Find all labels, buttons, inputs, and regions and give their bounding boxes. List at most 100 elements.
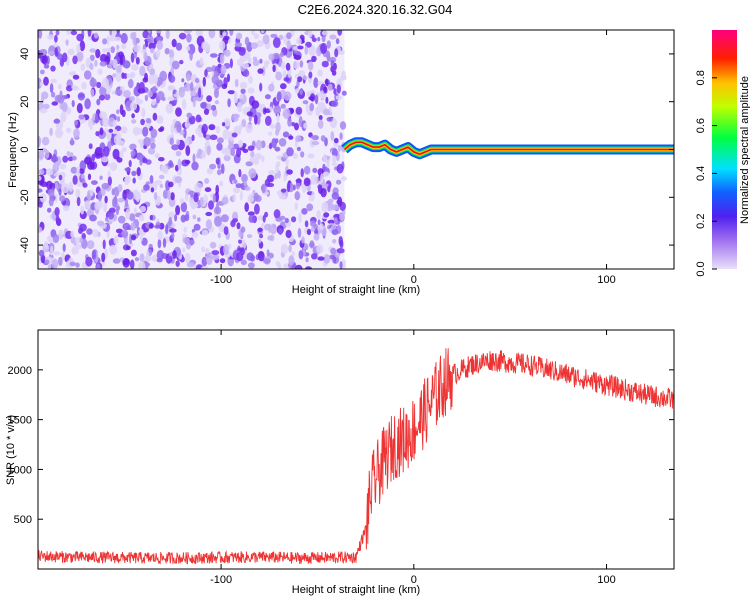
snr-x-tick-label: -100 (210, 574, 232, 586)
noise-blob (38, 30, 43, 39)
noise-blob (136, 127, 143, 135)
noise-blob (171, 60, 180, 70)
noise-blob (265, 115, 272, 126)
noise-blob (269, 106, 273, 112)
noise-blob (128, 78, 134, 89)
noise-blob (310, 174, 318, 185)
noise-blob (305, 266, 312, 269)
noise-blob (51, 101, 59, 106)
noise-blob (175, 205, 181, 216)
noise-blob (245, 161, 253, 167)
noise-blob (259, 58, 263, 64)
noise-blob (336, 163, 344, 174)
noise-blob (249, 157, 258, 163)
noise-blob (284, 217, 289, 224)
snr-y-axis-label: SNR (10 * v/v) (5, 415, 17, 485)
noise-blob (43, 64, 50, 69)
noise-blob (124, 175, 131, 184)
noise-blob (191, 202, 199, 209)
noise-blob (330, 131, 335, 141)
noise-blob (39, 108, 48, 114)
noise-blob (69, 261, 76, 267)
noise-blob (257, 227, 263, 232)
noise-blob (321, 60, 329, 68)
noise-blob (244, 186, 251, 192)
noise-blob (236, 222, 241, 230)
noise-blob (219, 258, 226, 264)
colorbar-tick-label: 0.4 (695, 166, 707, 181)
noise-blob (221, 196, 229, 205)
spectrogram-y-tick-label: 20 (19, 96, 31, 108)
noise-blob (49, 127, 53, 136)
snr-y-tick-label: 2000 (8, 365, 32, 377)
noise-blob (183, 128, 187, 139)
noise-blob (262, 214, 266, 223)
noise-blob (256, 40, 264, 48)
noise-blob (107, 47, 111, 53)
noise-blob (38, 136, 41, 147)
noise-blob (67, 48, 75, 56)
noise-blob (325, 96, 329, 104)
noise-blob (286, 169, 293, 175)
noise-blob (149, 47, 155, 54)
noise-blob (99, 53, 108, 63)
noise-blob (44, 149, 50, 159)
noise-blob (169, 228, 177, 233)
noise-blob (139, 232, 143, 242)
noise-blob (192, 153, 196, 164)
noise-blob (89, 189, 94, 197)
noise-blob (185, 145, 191, 157)
noise-blob (323, 254, 331, 264)
noise-blob (95, 48, 101, 59)
noise-blob (176, 139, 181, 146)
noise-blob (300, 151, 305, 158)
noise-blob (80, 174, 85, 179)
noise-blob (335, 38, 340, 45)
noise-blob (263, 60, 269, 69)
colorbar-gradient (712, 30, 737, 269)
noise-blob (278, 194, 287, 200)
noise-blob (126, 191, 134, 200)
noise-blob (167, 85, 173, 91)
noise-blob (140, 118, 146, 126)
noise-blob (109, 30, 113, 36)
noise-blob (121, 229, 129, 239)
noise-blob (124, 198, 129, 208)
noise-blob (296, 146, 301, 152)
noise-blob (115, 72, 122, 82)
noise-blob (62, 155, 69, 163)
noise-blob (283, 91, 292, 101)
noise-blob (215, 202, 219, 213)
noise-blob (101, 182, 110, 190)
noise-blob (169, 137, 174, 145)
noise-blob (214, 100, 219, 105)
noise-blob (101, 187, 106, 197)
noise-blob (58, 256, 63, 266)
noise-blob (126, 73, 130, 79)
noise-blob (61, 183, 70, 194)
noise-blob (331, 148, 338, 157)
noise-blob (138, 214, 145, 222)
noise-blob (144, 94, 149, 102)
noise-blob (150, 187, 155, 193)
noise-blob (76, 103, 83, 114)
noise-blob (331, 192, 339, 200)
spectrogram-y-tick-label: -20 (19, 189, 31, 205)
noise-blob (184, 137, 190, 148)
noise-blob (154, 224, 162, 229)
noise-blob (316, 210, 321, 220)
noise-blob (279, 52, 284, 58)
noise-blob (303, 122, 308, 129)
noise-blob (151, 85, 157, 94)
noise-blob (236, 32, 243, 40)
noise-blob (327, 83, 333, 92)
noise-blob (142, 126, 149, 137)
noise-blob (165, 103, 174, 114)
noise-blob (245, 123, 253, 134)
noise-blob (147, 147, 156, 155)
noise-blob (112, 119, 117, 128)
noise-blob (53, 251, 61, 256)
noise-blob (311, 37, 317, 43)
noise-blob (215, 126, 221, 134)
noise-blob (248, 114, 252, 123)
